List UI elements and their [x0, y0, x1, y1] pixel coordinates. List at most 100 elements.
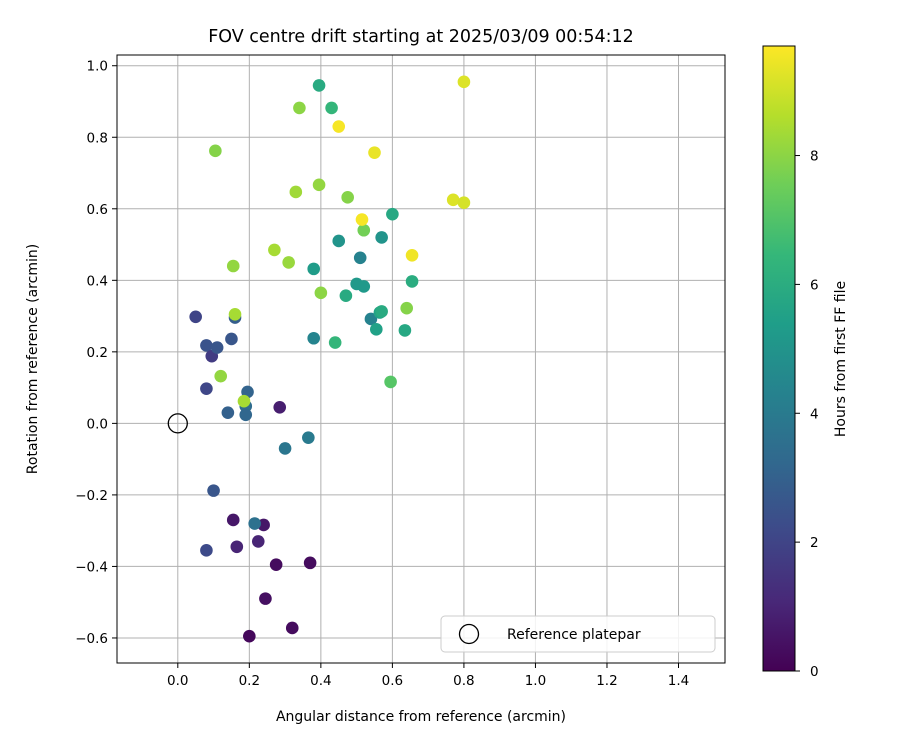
data-point [237, 394, 251, 408]
data-point [285, 621, 299, 635]
colorbar-tick-label: 8 [810, 149, 819, 165]
data-point [339, 289, 353, 302]
data-point [357, 280, 371, 293]
plot-frame [116, 54, 726, 664]
y-tick-label: 0.2 [87, 345, 108, 361]
data-point [200, 382, 213, 395]
data-point [384, 375, 397, 389]
legend: Reference platepar [440, 615, 716, 653]
data-point [341, 191, 354, 204]
data-point [200, 544, 213, 557]
x-tick-label: 1.0 [525, 673, 546, 689]
data-point [312, 178, 326, 192]
y-tick-label: −0.2 [75, 488, 108, 504]
data-point [303, 556, 317, 570]
x-tick-label: 0.0 [167, 673, 188, 689]
chart-title: FOV centre drift starting at 2025/03/09 … [208, 27, 634, 47]
data-points [167, 75, 471, 643]
x-tick-label: 0.8 [453, 673, 474, 689]
data-point [364, 312, 378, 326]
data-point [405, 275, 419, 288]
data-point [386, 207, 399, 221]
data-point [375, 231, 388, 244]
data-point [282, 256, 295, 269]
colorbar-label: Hours from first FF file [833, 281, 849, 437]
data-point [209, 144, 222, 158]
data-point [243, 629, 256, 643]
data-point [230, 540, 244, 554]
y-tick-label: 0.0 [87, 416, 108, 432]
data-point [293, 101, 306, 115]
colorbar-tick-label: 0 [810, 664, 819, 680]
data-point [314, 286, 328, 300]
colorbar-tick-label: 6 [810, 277, 819, 293]
colorbar-frame [762, 45, 796, 672]
y-axis-ticks: −0.6 −0.4 −0.2 0.0 0.2 0.4 0.6 0.8 1.0 [75, 59, 117, 647]
reference-platepar-marker [167, 413, 188, 434]
colorbar-tick-label: 2 [810, 535, 819, 551]
x-tick-label: 0.2 [239, 673, 260, 689]
data-point [328, 336, 342, 349]
data-point [226, 259, 240, 273]
data-point [207, 484, 220, 497]
y-tick-label: −0.6 [75, 631, 108, 647]
data-point [375, 305, 388, 318]
colorbar: 0 2 4 6 8 Hours from first FF file [762, 45, 849, 680]
y-tick-label: 0.8 [87, 130, 108, 146]
x-tick-label: 1.4 [668, 673, 689, 689]
data-point [332, 120, 346, 133]
x-tick-label: 0.4 [310, 673, 331, 689]
data-point [368, 146, 381, 159]
data-point [353, 251, 367, 265]
x-tick-label: 1.2 [596, 673, 617, 689]
data-point [446, 193, 460, 207]
data-point [248, 517, 261, 530]
data-point [210, 341, 224, 354]
data-point [325, 101, 338, 115]
data-point [332, 234, 346, 248]
data-point [200, 339, 213, 352]
data-point [221, 406, 235, 419]
data-point [307, 262, 321, 276]
x-axis-label: Angular distance from reference (arcmin) [276, 709, 566, 725]
grid-lines [117, 55, 725, 663]
data-point [228, 307, 242, 321]
data-point [289, 185, 303, 199]
y-tick-label: 1.0 [87, 59, 108, 75]
y-tick-label: 0.6 [87, 202, 108, 218]
legend-label-reference-platepar: Reference platepar [507, 627, 641, 643]
y-axis-label: Rotation from reference (arcmin) [25, 244, 41, 474]
legend-marker-open-circle [458, 623, 480, 645]
data-point [278, 442, 292, 455]
y-tick-label: 0.4 [87, 273, 108, 289]
data-point [457, 196, 471, 210]
data-point [398, 324, 412, 337]
data-point [225, 332, 238, 346]
data-point [269, 558, 283, 571]
data-point [400, 301, 413, 315]
data-point [405, 248, 419, 262]
data-point [312, 79, 326, 92]
data-point [273, 400, 287, 414]
data-point [251, 535, 265, 548]
colorbar-tick-label: 4 [810, 406, 819, 422]
data-point [239, 408, 253, 422]
data-point [259, 592, 272, 605]
data-point [268, 243, 281, 257]
data-point [226, 513, 240, 527]
data-point [189, 310, 202, 324]
data-point [307, 331, 321, 345]
legend-box [440, 615, 716, 653]
data-point [355, 213, 369, 226]
x-axis-ticks: 0.0 0.2 0.4 0.6 0.8 1.0 1.2 1.4 [167, 663, 689, 689]
data-point [457, 75, 471, 89]
data-point [302, 431, 315, 444]
colorbar-gradient [763, 46, 795, 671]
data-point [369, 323, 383, 336]
data-point [214, 369, 228, 383]
y-tick-label: −0.4 [75, 559, 108, 575]
data-point [357, 223, 371, 237]
x-tick-label: 0.6 [382, 673, 403, 689]
colorbar-ticks: 0 2 4 6 8 [795, 149, 819, 680]
